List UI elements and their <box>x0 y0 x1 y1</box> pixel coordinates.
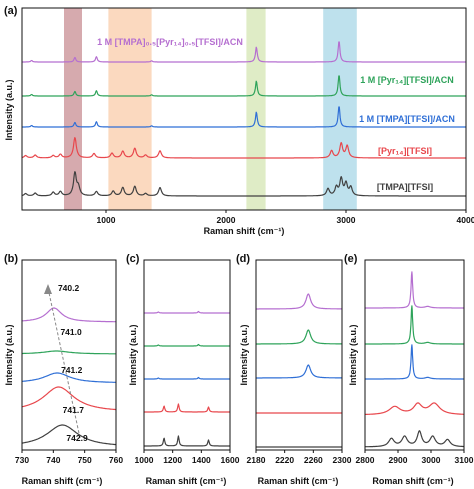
spectrum-line-4 <box>255 329 343 345</box>
panel-b-xlabel: Raman shift (cm⁻¹) <box>22 476 103 486</box>
panel-a-xtick-label: 2000 <box>217 215 236 225</box>
series-label-1: [TMPA][TFSI] <box>377 182 433 192</box>
spectrum-line-2 <box>21 386 117 411</box>
panel-a-xlabel: Raman shift (cm⁻¹) <box>204 226 285 236</box>
series-label-4: 1 M [Pyr₁₄][TFSI]/ACN <box>360 75 454 85</box>
panel-a-ylabel: Intensity (a.u.) <box>4 79 14 140</box>
panel-d-frame <box>255 259 343 451</box>
peak-shift-arrow <box>47 287 81 439</box>
series-label-3: 1 M [TMPA][TFSI]/ACN <box>359 114 455 124</box>
panel-b-xtick-label: 730 <box>15 455 29 465</box>
spectrum-line-3 <box>143 376 231 380</box>
panel-d-ylabel: Intensity (a.u.) <box>239 324 249 385</box>
panel-e-xlabel: Roman shift (cm⁻¹) <box>372 476 453 486</box>
spectrum-line-3 <box>22 372 116 383</box>
panel-b-frame <box>21 259 117 451</box>
panel-c-xtick-label: 1200 <box>163 455 182 465</box>
panel-e-frame <box>364 259 465 451</box>
panel-e-xtick-label: 2800 <box>356 455 375 465</box>
peak-position-label: 741.0 <box>60 327 82 337</box>
panel-d: (d) 2180 2220 2260 2300 Raman shift (cm⁻¹) … <box>236 253 352 486</box>
spectrum-line-4 <box>143 343 231 347</box>
spectrum-line-1 <box>364 430 465 448</box>
spectrum-line-3 <box>364 344 465 380</box>
panel-d-xtick-label: 2220 <box>275 455 294 465</box>
panel-c-xtick-label: 1000 <box>135 455 154 465</box>
panel-b-label: (b) <box>4 253 18 265</box>
panel-d-xtick-label: 2260 <box>304 455 323 465</box>
spectrum-line-1 <box>143 435 231 447</box>
spectrum-line-2 <box>21 137 467 159</box>
panel-d-xtick-label: 2300 <box>333 455 352 465</box>
panel-c-xtick-label: 1600 <box>221 455 240 465</box>
highlight-band <box>64 8 82 210</box>
panel-d-xlabel: Raman shift (cm⁻¹) <box>258 476 339 486</box>
panel-e-label: (e) <box>344 253 358 265</box>
spectrum-line-4 <box>21 75 467 97</box>
panel-a-frame <box>21 7 467 211</box>
spectrum-line-5 <box>21 41 467 63</box>
spectrum-line-3 <box>255 364 343 379</box>
panel-c: (c) 1000 1200 1400 1600 Raman shift (cm⁻¹) … <box>126 253 240 486</box>
panel-a-label: (a) <box>4 5 18 17</box>
spectrum-line-3 <box>21 106 467 128</box>
panel-e: (e) 2800 2900 3000 3100 Roman shift (cm⁻¹) … <box>344 253 474 486</box>
series-label-2: [Pyr₁₄][TFSI] <box>378 146 432 156</box>
panel-c-xlabel: Raman shift (cm⁻¹) <box>146 476 227 486</box>
panel-e-xtick-label: 3000 <box>422 455 441 465</box>
panel-b-ylabel: Intensity (a.u.) <box>4 324 14 385</box>
panel-e-xtick-label: 2900 <box>389 455 408 465</box>
panel-e-xtick-label: 3100 <box>455 455 474 465</box>
panel-c-frame <box>143 259 231 451</box>
highlight-band <box>108 8 152 210</box>
panel-a-xtick-label: 4000 <box>457 215 474 225</box>
panel-c-xtick-label: 1400 <box>192 455 211 465</box>
panel-b: (b) 742.9 741.7 741.2 741.0 740.2 730 740 750 7… <box>4 253 123 486</box>
panel-a-xtick-label: 3000 <box>337 215 356 225</box>
panel-a-xtick-label: 1000 <box>97 215 116 225</box>
spectrum-line-2 <box>364 402 465 415</box>
peak-shift-arrowhead <box>44 284 52 294</box>
peak-position-label: 740.2 <box>58 283 80 293</box>
peak-position-label: 741.7 <box>63 405 85 415</box>
panel-a: (a) 1000 2000 3000 4000 Raman shift (cm⁻¹) … <box>4 5 474 236</box>
spectrum-line-1 <box>21 424 117 446</box>
spectrum-line-4 <box>364 305 465 345</box>
panel-b-xtick-label: 750 <box>78 455 92 465</box>
panel-b-xtick-label: 760 <box>109 455 123 465</box>
spectrum-line-5 <box>143 310 231 314</box>
spectrum-line-1 <box>21 171 467 197</box>
highlight-band <box>246 8 266 210</box>
panel-c-label: (c) <box>126 253 140 265</box>
spectrum-line-5 <box>21 307 116 323</box>
panel-d-xtick-label: 2180 <box>247 455 266 465</box>
panel-e-ylabel: Intensity (a.u.) <box>348 324 358 385</box>
spectrum-line-4 <box>22 350 116 355</box>
series-label-5: 1 M [TMPA]₀.₅[Pyr₁₄]₀.₅[TFSI]/ACN <box>97 37 243 47</box>
panel-d-label: (d) <box>236 253 250 265</box>
peak-position-label: 742.9 <box>66 433 88 443</box>
panel-c-ylabel: Intensity (a.u.) <box>128 324 138 385</box>
panel-b-xtick-label: 740 <box>46 455 60 465</box>
spectrum-line-5 <box>255 293 343 310</box>
spectrum-line-2 <box>143 403 231 413</box>
spectrum-line-5 <box>364 271 465 309</box>
peak-position-label: 741.2 <box>61 365 83 375</box>
